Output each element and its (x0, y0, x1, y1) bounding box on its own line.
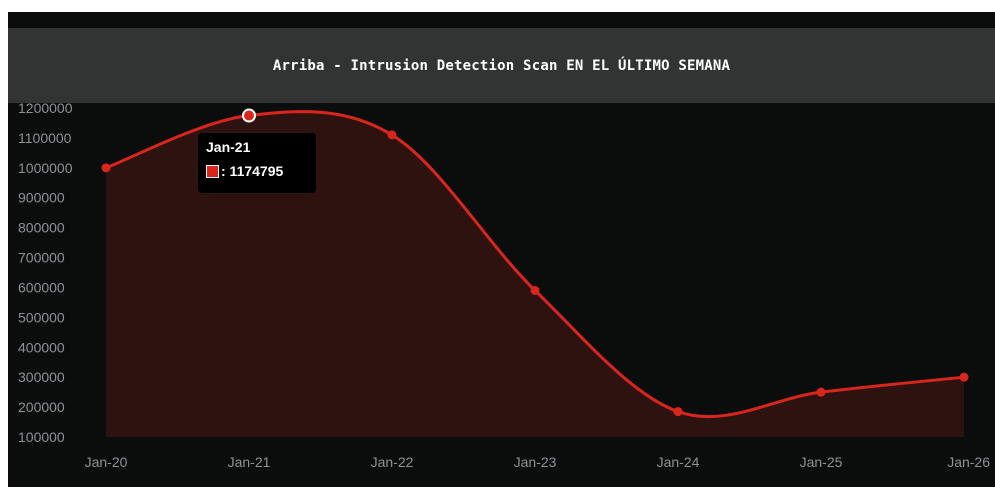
data-tooltip: Jan-21 : 1174795 (198, 133, 316, 193)
data-point[interactable] (959, 372, 969, 382)
x-tick-label: Jan-24 (657, 454, 700, 470)
y-tick-label: 1000000 (18, 160, 73, 176)
data-point-hovered[interactable] (242, 108, 256, 123)
x-tick-label: Jan-20 (85, 454, 128, 470)
y-tick-label: 800000 (18, 220, 65, 236)
tooltip-value: : 1174795 (221, 163, 284, 179)
tooltip-row: : 1174795 (206, 163, 308, 179)
x-tick-label: Jan-26 (947, 454, 990, 470)
series-area (106, 111, 964, 437)
area-chart: 1200000 1100000 1000000 900000 800000 700000 6… (18, 100, 991, 470)
series-color-swatch (206, 164, 219, 178)
data-point[interactable] (530, 285, 540, 295)
x-axis-ticks: Jan-20 Jan-21 Jan-22 Jan-23 Jan-24 Jan-25 Jan-… (85, 454, 991, 470)
chart-title: Arriba - Intrusion Detection Scan EN EL … (272, 57, 731, 74)
x-tick-label: Jan-22 (371, 454, 414, 470)
chart-panel: 1200000 1100000 1000000 900000 800000 700000 6… (8, 12, 995, 487)
data-point[interactable] (387, 130, 397, 140)
x-tick-label: Jan-23 (514, 454, 557, 470)
y-tick-label: 700000 (18, 250, 65, 266)
data-points (101, 108, 969, 417)
y-tick-label: 900000 (18, 190, 65, 206)
tooltip-category: Jan-21 (206, 139, 251, 155)
x-tick-label: Jan-25 (800, 454, 843, 470)
y-tick-label: 1200000 (18, 100, 73, 116)
y-tick-label: 1100000 (18, 130, 72, 146)
data-point[interactable] (816, 387, 826, 397)
y-tick-label: 400000 (18, 339, 65, 355)
y-tick-label: 200000 (18, 399, 65, 415)
y-tick-label: 500000 (18, 309, 65, 325)
y-tick-label: 600000 (18, 279, 65, 295)
data-point[interactable] (673, 407, 683, 417)
data-point[interactable] (101, 163, 111, 173)
y-tick-label: 100000 (18, 429, 65, 445)
x-tick-label: Jan-21 (228, 454, 271, 470)
y-axis-ticks: 1200000 1100000 1000000 900000 800000 700000 6… (18, 100, 73, 445)
chart-header: Arriba - Intrusion Detection Scan EN EL … (8, 28, 995, 103)
y-tick-label: 300000 (18, 369, 65, 385)
